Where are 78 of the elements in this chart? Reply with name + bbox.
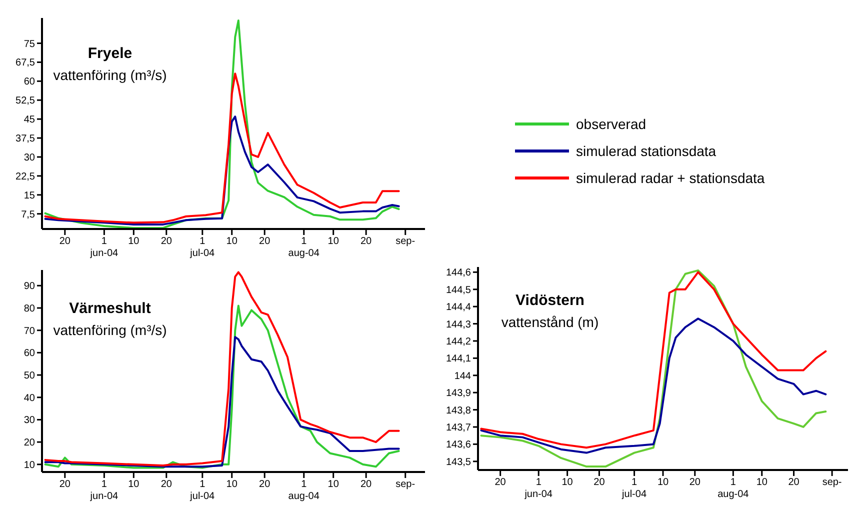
x-tick-label: 20 [689,477,701,488]
y-tick-label: 10 [24,460,36,471]
x-tick-label: 20 [788,477,800,488]
y-tick-label: 60 [24,76,36,88]
x-tick-label: 1 jul-04 [189,236,216,259]
x-tick-label: 1 aug-04 [288,479,320,502]
x-tick-label: 20 [360,479,372,490]
text: vattenföring (m³/s) [53,67,167,83]
y-tick-label: 143,6 [446,440,472,451]
text: Vidöstern [516,292,584,309]
y-tick-label: 70 [24,326,36,337]
x-tick-label: 10 [128,236,140,247]
x-tick-label: 10 [657,477,669,488]
y-tick-label: 30 [24,415,36,426]
x-tick-label: 20 [160,236,172,247]
y-tick-label: 60 [24,348,36,360]
y-tick-label: 40 [24,392,36,404]
y-tick-label: 50 [24,370,36,382]
x-tick-label: sep- [396,236,416,247]
x-tick-label: 1 jul-04 [621,477,647,500]
x-tick-label: 1 jun-04 [89,236,119,259]
y-tick-label: 52,5 [16,96,36,107]
line-series [44,116,400,226]
legend-label: observerad [576,116,646,132]
line-series [480,318,827,454]
y-tick-label: 144,5 [446,284,472,296]
y-tick-label: 67,5 [16,58,36,69]
text: vattenstånd (m) [501,314,599,330]
line-series [44,20,400,229]
x-tick-label: sep- [396,479,416,490]
y-tick-label: 22,5 [16,171,36,182]
x-tick-label: sep- [822,477,842,488]
text: Värmeshult [69,300,151,317]
y-tick-label: 143,5 [446,456,472,468]
y-tick-label: 20 [24,438,36,449]
line-series [44,336,400,468]
x-tick-label: 20 [494,477,506,488]
y-tick-label: 144,4 [446,302,472,314]
y-tick-label: 75 [24,38,36,50]
x-tick-label: 1 jun-04 [89,479,119,502]
x-tick-label: 20 [360,236,372,247]
x-tick-label: 10 [226,236,238,247]
x-tick-label: 20 [59,236,71,247]
x-tick-label: 1 aug-04 [288,236,320,259]
y-tick-label: 37,5 [16,134,36,145]
x-tick-label: 10 [562,477,574,488]
x-tick-label: 20 [59,479,71,490]
y-tick-label: 90 [24,281,36,292]
x-tick-label: 20 [259,479,271,490]
y-tick-label: 15 [24,190,36,202]
x-tick-label: 20 [259,236,271,247]
x-tick-label: 10 [328,236,340,247]
x-tick-label: 20 [160,479,172,490]
legend-label: simulerad radar + stationsdata [576,170,765,186]
y-tick-label: 144,6 [446,268,472,279]
y-tick-label: 143,7 [446,422,472,434]
text: vattenföring (m³/s) [53,322,167,338]
y-tick-label: 30 [24,152,36,164]
y-tick-label: 80 [24,303,36,314]
x-tick-label: 10 [226,479,238,490]
x-tick-label: 1 jun-04 [524,477,553,500]
x-tick-label: 1 aug-04 [718,477,750,500]
y-tick-label: 144,2 [446,336,472,348]
y-tick-label: 7,5 [21,209,36,220]
legend-label: simulerad stationsdata [576,142,716,159]
x-tick-label: 10 [128,479,140,490]
y-tick-label: 144,3 [446,319,472,330]
x-tick-label: 10 [328,479,340,490]
text: Fryele [88,45,132,62]
y-tick-label: 144 [454,370,472,382]
x-tick-label: 1 jul-04 [189,479,216,502]
x-tick-label: 10 [756,477,768,488]
line-series [44,271,400,467]
y-tick-label: 143,8 [446,405,472,416]
y-tick-label: 143,9 [446,388,472,400]
x-tick-label: 20 [594,477,606,488]
y-tick-label: 144,1 [446,354,472,365]
y-tick-label: 45 [24,114,36,126]
